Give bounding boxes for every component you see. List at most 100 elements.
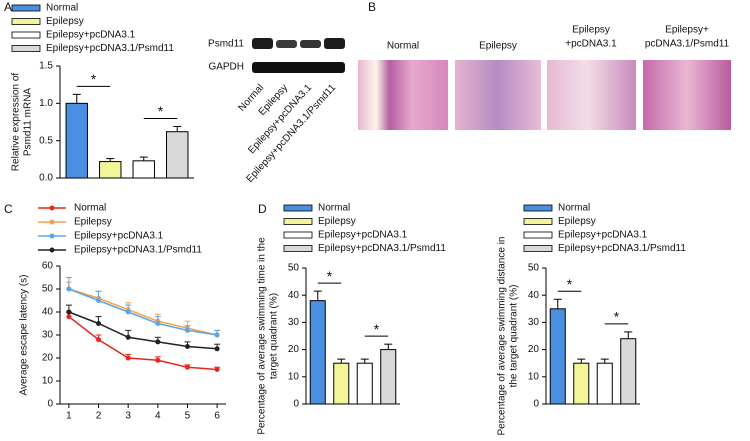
point	[66, 314, 72, 320]
western-blot	[250, 30, 346, 78]
y-axis-label: Percentage of average swimming distance …	[497, 237, 508, 436]
legend-swatch	[523, 204, 553, 212]
series-line	[68, 316, 218, 371]
histology-image	[358, 60, 448, 130]
legend-marker	[49, 205, 55, 211]
y-tick-label: 0	[293, 399, 299, 410]
y-tick-label: 0	[533, 399, 539, 410]
x-tick-label: 3	[125, 411, 131, 422]
legend-label: Epilepsy+pcDNA3.1/Psmd11	[46, 43, 174, 54]
y-tick-label: 30	[42, 330, 54, 341]
histology-label: Epilepsy+	[665, 25, 709, 36]
legend-label: Epilepsy+pcDNA3.1	[558, 230, 648, 241]
point	[96, 337, 102, 343]
legend-swatch	[283, 245, 313, 252]
bar	[356, 362, 373, 405]
error-bar	[384, 343, 393, 350]
legend-swatch	[11, 4, 41, 12]
legend-label: Normal	[318, 203, 350, 214]
error-bar	[337, 358, 346, 364]
y-tick-label: 50	[42, 284, 54, 295]
histology-image	[547, 60, 636, 130]
error-bar	[72, 93, 81, 104]
bar	[309, 300, 326, 405]
y-axis-label: Relative expression of	[11, 73, 22, 172]
error-bar	[139, 156, 148, 161]
point	[184, 364, 190, 370]
legend-label: Epilepsy	[558, 216, 596, 227]
blot-band	[324, 38, 345, 49]
legend-label: Normal	[74, 203, 106, 214]
bar	[132, 160, 155, 179]
error-bar	[600, 358, 609, 364]
y-tick-label: 0.0	[39, 173, 53, 184]
y-tick-label: 30	[288, 317, 300, 328]
legend-swatch	[283, 218, 313, 225]
significance-star: *	[158, 103, 164, 119]
y-tick-label: 1.0	[39, 98, 53, 109]
y-tick-label: 20	[528, 344, 540, 355]
error-bar	[106, 158, 115, 162]
panel-label: D	[258, 202, 267, 216]
x-tick-label: 5	[185, 411, 191, 422]
histology-label: +pcDNA3.1	[565, 39, 617, 50]
histology-label: pcDNA3.1/Psmd11	[645, 39, 730, 50]
y-tick-label: 10	[288, 371, 300, 382]
point	[125, 355, 131, 361]
legend-label: Epilepsy+pcDNA3.1	[74, 231, 164, 242]
y-axis-label: Average escape latency (s)	[19, 275, 30, 396]
point	[214, 367, 220, 372]
histology-image	[455, 60, 541, 130]
point	[214, 346, 220, 352]
legend-marker	[49, 247, 55, 253]
point	[66, 309, 72, 315]
point	[184, 344, 190, 349]
y-tick-label: 10	[42, 376, 54, 387]
legend-label: Normal	[558, 203, 590, 214]
y-tick-label: 50	[288, 263, 300, 274]
legend-swatch	[283, 204, 313, 212]
point	[125, 334, 131, 340]
bar	[573, 362, 590, 405]
blot-band	[276, 40, 297, 48]
point	[155, 357, 161, 363]
error-bar	[624, 331, 633, 339]
x-tick-label: 1	[66, 411, 72, 422]
legend-swatch	[283, 231, 313, 239]
panel-label: B	[368, 0, 376, 14]
legend-label: Epilepsy+pcDNA3.1	[46, 30, 136, 41]
y-axis-label: target quadrant (%)	[269, 293, 280, 379]
y-tick-label: 40	[528, 290, 540, 301]
y-tick-label: 20	[42, 353, 54, 364]
error-bar	[553, 298, 562, 309]
point	[96, 298, 102, 303]
legend-label: Epilepsy+pcDNA3.1/Psmd11	[74, 245, 202, 256]
histology-images	[358, 60, 731, 130]
legend-swatch	[11, 31, 41, 39]
blot-row-label: Psmd11	[208, 39, 244, 50]
histology-label: Normal	[387, 41, 419, 52]
y-tick-label: 20	[288, 344, 300, 355]
y-tick-label: 1.5	[39, 61, 53, 72]
legend-label: Epilepsy	[74, 217, 112, 228]
point	[214, 332, 220, 338]
panel-label: C	[4, 202, 13, 216]
y-tick-label: 50	[528, 263, 540, 274]
legend-label: Epilepsy	[318, 216, 356, 227]
point	[125, 309, 131, 315]
legend-swatch	[523, 231, 553, 239]
y-tick-label: 30	[528, 317, 540, 328]
y-tick-label: 0.5	[39, 135, 53, 146]
significance-star: *	[567, 276, 573, 292]
histology-label: Epilepsy	[479, 41, 517, 52]
error-bar	[173, 125, 182, 132]
bar	[380, 349, 397, 405]
legend-swatch	[11, 18, 41, 25]
x-tick-label: 4	[155, 411, 161, 422]
error-bar	[313, 290, 322, 301]
significance-star: *	[374, 321, 380, 337]
legend-label: Epilepsy+pcDNA3.1	[318, 230, 408, 241]
legend-swatch	[523, 245, 553, 252]
